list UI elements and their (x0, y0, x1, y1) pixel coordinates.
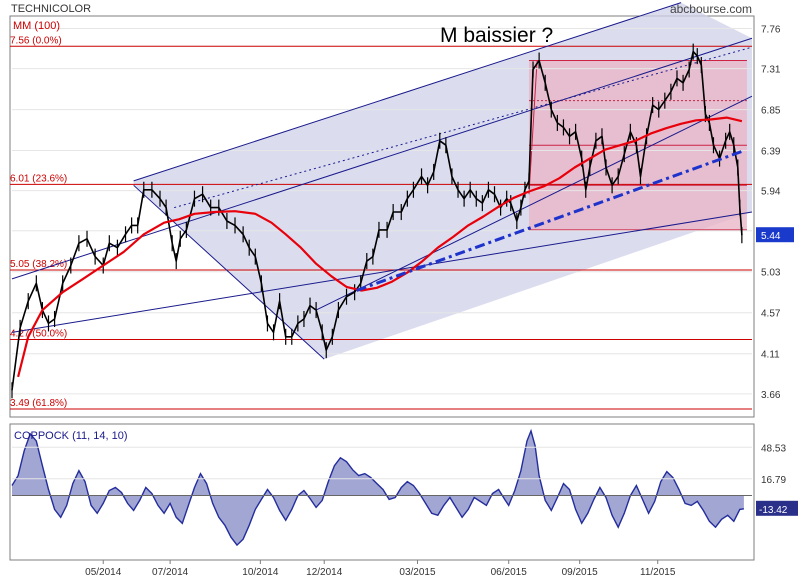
pitchfork-inner-line (315, 95, 753, 311)
xtick-label: 05/2014 (85, 567, 122, 578)
pitchfork-median-line (11, 37, 753, 280)
price-ytick-label: 7.31 (761, 65, 781, 76)
ma100-line (17, 116, 743, 378)
coppock-ytick-label: 48.53 (761, 443, 786, 454)
coppock-ytick-label: 16.79 (761, 475, 786, 486)
xtick-label: 03/2015 (399, 567, 436, 578)
price-ytick-label: 3.66 (761, 390, 781, 401)
xtick-label: 06/2015 (491, 567, 528, 578)
fib-label: 6.01 (23.6%) (10, 173, 67, 184)
xtick-label: 07/2014 (152, 567, 189, 578)
xtick-label: 12/2014 (306, 567, 343, 578)
pitchfork-lower-line (11, 211, 753, 333)
fib-label: 5.05 (38.2%) (10, 259, 67, 270)
xtick-label: 11/2015 (640, 567, 676, 578)
coppock-title: COPPOCK (11, 14, 10) (14, 430, 128, 442)
price-ytick-label: 4.57 (761, 309, 781, 320)
fib-label: 7.56 (0.0%) (10, 35, 62, 46)
price-ytick-label: 5.03 (761, 268, 781, 279)
pitchfork-upper-line (133, 2, 682, 182)
price-ytick-label: 7.76 (761, 24, 781, 35)
coppock-last-badge (756, 500, 798, 516)
xtick-label: 10/2014 (242, 567, 279, 578)
symbol-label: TECHNICOLOR (11, 3, 91, 15)
price-ytick-label: 6.39 (761, 147, 781, 158)
price-ytick-label: 4.11 (761, 350, 780, 361)
last-price-badge (756, 227, 794, 243)
coppock-line (11, 428, 745, 547)
dashdot-trend-line (356, 150, 743, 292)
fib-label: 4.27 (50.0%) (10, 328, 67, 339)
source-label: abcbourse.com (670, 2, 752, 16)
price-ytick-label: 5.94 (761, 187, 781, 198)
coppock-last-label: -13.42 (759, 505, 788, 516)
fib-label: 3.49 (61.8%) (10, 398, 67, 409)
coppock-area (12, 430, 744, 546)
annotation-text: M baissier ? (440, 24, 553, 47)
indicator-label: MM (100) (13, 20, 60, 32)
last-price-label: 5.44 (761, 231, 781, 242)
xtick-label: 09/2015 (562, 567, 599, 578)
pitchfork-handle-line (133, 184, 325, 360)
box-left-edge (528, 60, 538, 195)
price-ytick-label: 6.85 (761, 106, 781, 117)
